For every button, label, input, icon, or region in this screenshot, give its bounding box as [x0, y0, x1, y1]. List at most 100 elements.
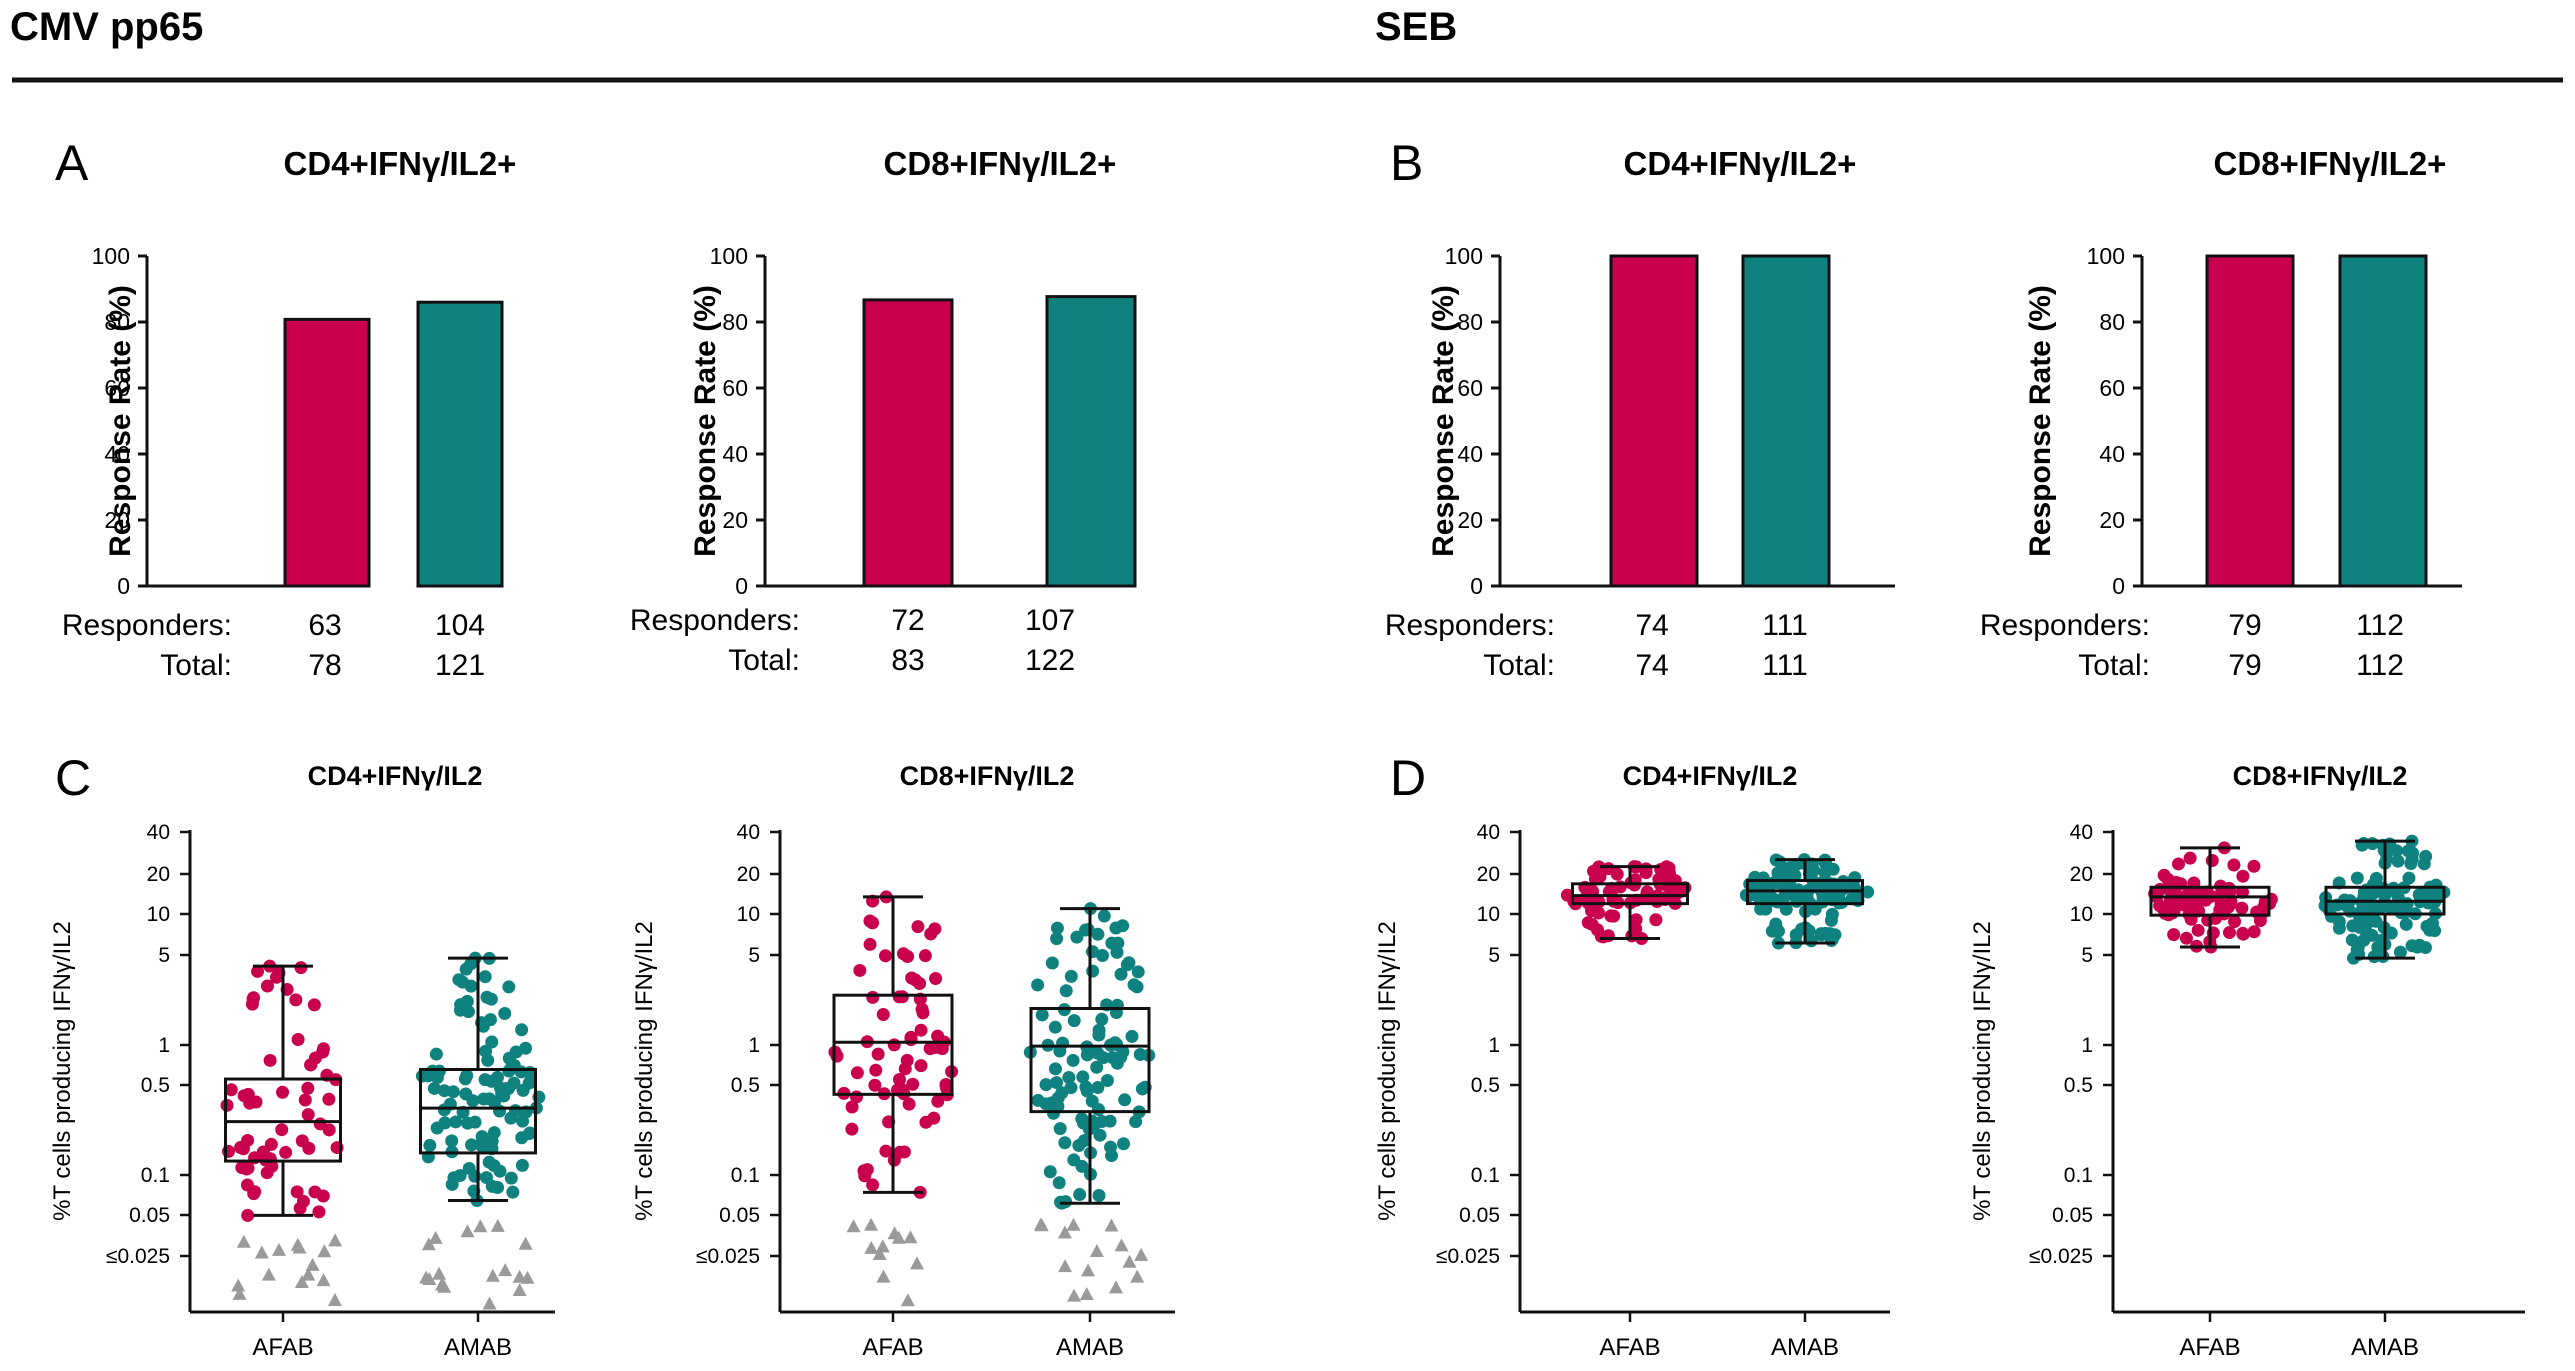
data-point	[2384, 926, 2398, 940]
nonresponder-point	[887, 1226, 902, 1240]
data-point	[2401, 844, 2415, 858]
nonresponder-point	[876, 1269, 891, 1283]
nonresponder-point	[490, 1218, 505, 1232]
bar-afab	[862, 298, 954, 588]
data-point	[2256, 901, 2270, 915]
y-tick-label: 80	[2099, 309, 2125, 335]
data-point	[1043, 1165, 1057, 1179]
x-tick-label: AFAB	[1599, 1334, 1660, 1361]
data-point	[2247, 925, 2261, 939]
data-point	[1070, 930, 1084, 944]
data-point	[1772, 868, 1786, 882]
x-tick-label: AFAB	[862, 1334, 923, 1361]
data-point	[1047, 1106, 1061, 1120]
data-point	[1048, 1020, 1062, 1034]
data-point	[2332, 921, 2346, 935]
section-title-seb: SEB	[1375, 5, 1457, 49]
box-amab	[419, 1068, 537, 1155]
data-point	[224, 1083, 238, 1097]
data-point	[1066, 1053, 1080, 1067]
responders-value: 63	[308, 609, 341, 642]
data-point	[1049, 1076, 1063, 1090]
nonresponder-point	[1058, 1259, 1073, 1273]
nonresponder-point	[292, 1240, 307, 1254]
nonresponder-point	[432, 1266, 447, 1280]
data-point	[248, 1185, 262, 1199]
data-point	[462, 1161, 476, 1175]
responders-value: 79	[2228, 609, 2261, 642]
data-point	[2391, 854, 2405, 868]
y-tick-label: 0.5	[1471, 1074, 1500, 1097]
data-point	[906, 1077, 920, 1091]
data-point	[1031, 1093, 1045, 1107]
data-point	[1789, 928, 1803, 942]
data-point	[1861, 885, 1875, 899]
y-tick-label: 0	[1470, 573, 1483, 599]
data-point	[2236, 926, 2250, 940]
chart-title: CD4+IFNγ/IL2+	[1624, 145, 1857, 182]
data-point	[2227, 858, 2241, 872]
nonresponder-point	[316, 1273, 331, 1287]
section-title-cmv: CMV pp65	[10, 5, 203, 49]
data-point	[1093, 1128, 1107, 1142]
data-point	[276, 1085, 290, 1099]
data-point	[312, 1205, 326, 1219]
y-axis-label: %T cells producing IFNγ/IL2	[1374, 921, 1401, 1221]
data-point	[478, 970, 492, 984]
data-point	[437, 1103, 451, 1117]
data-point	[2236, 869, 2250, 883]
data-point	[1052, 1176, 1066, 1190]
y-tick-label: 0	[735, 573, 748, 599]
data-point	[316, 1189, 330, 1203]
data-point	[1059, 1195, 1073, 1209]
nonresponder-point	[1114, 1238, 1129, 1252]
data-point	[1764, 894, 1778, 908]
y-tick-label: 0.5	[141, 1074, 170, 1097]
y-tick-label: 1	[748, 1034, 760, 1057]
data-point	[892, 1073, 906, 1087]
data-point	[2222, 926, 2236, 940]
nonresponder-point	[512, 1282, 527, 1296]
data-point	[865, 916, 879, 930]
data-point	[263, 1053, 277, 1067]
data-point	[2377, 896, 2391, 910]
y-tick-label: 0.1	[1471, 1164, 1500, 1187]
data-point	[1091, 1103, 1105, 1117]
data-point	[1808, 902, 1822, 916]
nonresponder-point	[327, 1293, 342, 1307]
bar-afab	[283, 317, 371, 588]
data-point	[2428, 924, 2442, 938]
data-point	[1058, 1136, 1072, 1150]
y-axis-label: Response Rate (%)	[2024, 285, 2057, 557]
data-point	[415, 1069, 429, 1083]
y-tick-label: 10	[147, 903, 170, 926]
bar-chart-4: CD8+IFNγ/IL2+ 0 20 40 60 80 100 Response Rate (…	[1980, 145, 2462, 682]
nonresponder-point	[485, 1268, 500, 1282]
data-point	[887, 1038, 901, 1052]
data-point	[493, 1104, 507, 1118]
data-point	[853, 963, 867, 977]
nonresponder-point	[1034, 1218, 1049, 1232]
data-point	[1125, 1029, 1139, 1043]
y-axis-label: %T cells producing IFNγ/IL2	[1969, 921, 1996, 1221]
data-point	[2181, 888, 2195, 902]
data-point	[1131, 965, 1145, 979]
data-point	[515, 1023, 529, 1037]
nonresponder-point	[520, 1270, 535, 1284]
box-chart-4: CD8+IFNγ/IL2 ≤0.025 0.05 0.1 0.5 1 5 10 20 40 %T c…	[1969, 761, 2525, 1361]
y-tick-label: 40	[2070, 821, 2093, 844]
data-point	[1067, 1014, 1081, 1028]
data-point	[935, 1042, 949, 1056]
box-afab	[832, 993, 954, 1096]
data-point	[1826, 862, 1840, 876]
data-point	[1581, 916, 1595, 930]
data-point	[1106, 1051, 1120, 1065]
data-point	[453, 1003, 467, 1017]
data-point	[482, 1155, 496, 1169]
data-point	[830, 1049, 844, 1063]
data-point	[1073, 1188, 1087, 1202]
total-value: 112	[2356, 649, 2404, 682]
data-point	[2390, 844, 2404, 858]
